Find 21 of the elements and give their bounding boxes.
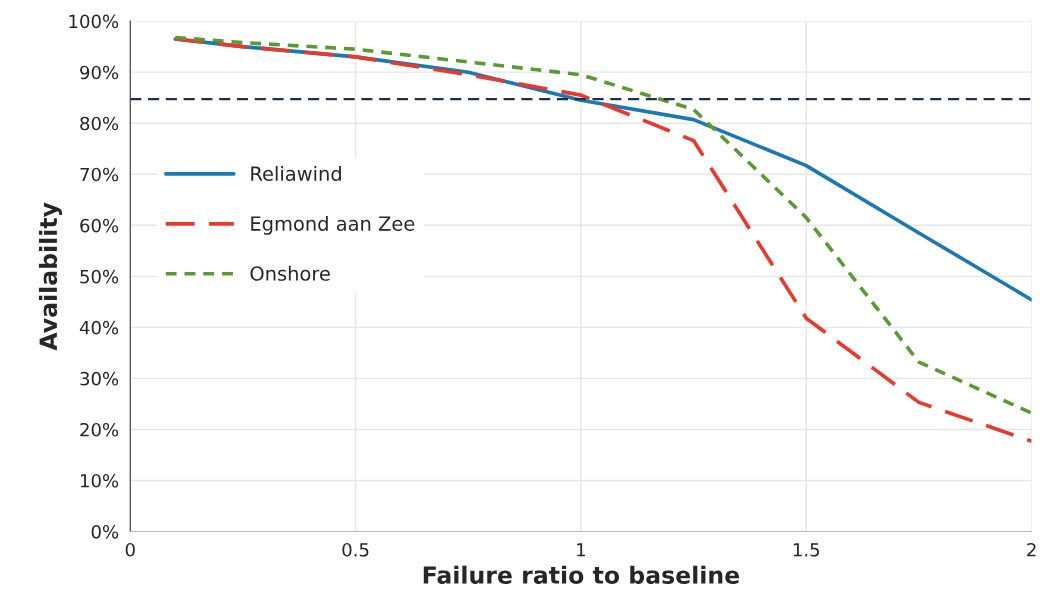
y-tick-label: 80% xyxy=(80,116,119,131)
y-tick-label: 20% xyxy=(80,422,119,437)
legend-label: Reliawind xyxy=(251,165,341,181)
y-tick-label: 100% xyxy=(69,14,119,29)
y-axis-title: Availability xyxy=(38,202,62,351)
legend-label: Egmond aan Zee xyxy=(251,215,415,235)
x-tick-label: 1.5 xyxy=(793,543,820,557)
x-axis-title: Failure ratio to baseline xyxy=(423,565,740,584)
y-tick-label: 60% xyxy=(80,218,119,233)
y-tick-label: 40% xyxy=(79,320,119,335)
legend-label: Onshore xyxy=(250,265,330,281)
y-tick-label: 10% xyxy=(80,473,119,488)
y-tick-label: 0% xyxy=(91,524,119,539)
y-tick-label: 50% xyxy=(80,269,119,284)
x-tick-label: 1 xyxy=(577,543,585,557)
y-tick-label: 70% xyxy=(80,167,119,182)
x-tick-label: 2 xyxy=(1027,542,1036,557)
x-tick-label: 0 xyxy=(125,542,135,557)
y-tick-label: 90% xyxy=(80,65,119,80)
x-tick-label: 0.5 xyxy=(342,542,369,557)
y-tick-label: 30% xyxy=(80,371,119,386)
